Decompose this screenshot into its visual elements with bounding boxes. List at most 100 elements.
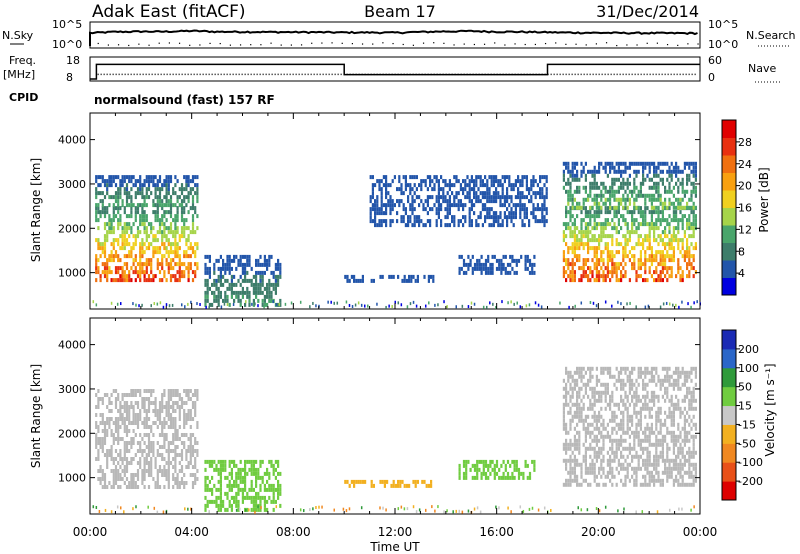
power-cell [620,226,623,231]
power-cell [609,258,612,263]
power-cell [147,195,151,200]
power-cell [490,215,493,220]
power-cell [521,175,524,180]
power-cell [134,258,137,263]
power-cell [498,258,501,263]
velocity-cell [653,466,656,471]
velocity-cell [143,473,146,477]
velocity-cell [147,425,151,429]
power-cell [174,183,177,188]
velocity-cell [573,470,576,475]
velocity-cell [576,382,579,387]
velocity-cell [161,397,164,401]
power-cell [480,270,483,275]
power-cell [468,223,471,228]
velocity-cell [646,438,649,443]
velocity-cell [95,425,98,429]
power-cell [470,175,473,180]
velocity-cell [112,473,115,477]
power-cell [517,203,520,208]
velocity-cell [622,482,625,487]
power-cell [204,302,207,307]
velocity-cell [97,437,100,441]
power-cell [467,262,470,267]
power-cell [132,270,135,275]
power-cell [248,262,251,267]
power-cell [108,258,111,263]
nsearch-point [351,43,353,45]
velocity-cell [578,394,581,399]
velocity-cell [183,401,186,405]
power-cell [125,183,129,188]
power-cell [490,175,493,180]
power-cell [263,262,266,267]
power-cell [99,214,102,219]
velocity-cell [252,499,255,504]
nsearch-point [534,43,536,46]
nsearch-tick-top: 10^5 [708,18,738,31]
velocity-cell [562,458,565,463]
power-cell [598,274,601,279]
velocity-cell [639,422,642,427]
power-cell [668,238,671,243]
power-cell [97,242,100,247]
power-cell [604,161,607,166]
velocity-cell [167,401,170,405]
power-cell [174,254,177,259]
power-cell [95,206,98,211]
power-cell [587,193,590,198]
velocity-cell [688,454,691,459]
power-cell [437,215,440,220]
power-cell [443,300,445,304]
power-cell [620,242,623,247]
velocity-cell [613,374,616,379]
power-cell [117,278,120,283]
velocity-cell [690,434,693,439]
power-cell [232,303,235,307]
power-cell [244,266,247,271]
power-cell [679,238,682,243]
power-cell [393,203,396,208]
nsearch-point [128,44,130,47]
power-cell [670,201,673,206]
velocity-cell [257,495,260,500]
velocity-cell [194,413,197,417]
power-cell [361,274,364,279]
power-cell [158,278,162,283]
power-cell [145,203,148,208]
velocity-cell [598,410,601,415]
power-cell [686,218,689,223]
velocity-cell [163,437,166,441]
velocity-cell [584,438,587,443]
power-cell [415,195,418,200]
power-cell [528,258,532,263]
velocity-cell [176,389,179,393]
power-cell [169,199,173,204]
power-cell [187,262,190,267]
velocity-cell [624,438,627,443]
power-cell [404,179,407,184]
power-cell [598,205,601,210]
power-cell [99,175,102,180]
velocity-cell [167,453,170,457]
power-cell [595,254,598,259]
power-cell [582,242,585,247]
power-cell [611,193,614,198]
velocity-cell [266,467,269,472]
power-cell [606,234,609,239]
power-cell [241,266,244,271]
power-cell [657,193,660,198]
power-cell [380,219,383,224]
velocity-cell [103,421,107,425]
velocity-cell [644,466,647,471]
velocity-cell [633,390,636,395]
power-cell [374,199,377,204]
power-cell [143,242,146,247]
velocity-cell [681,454,684,459]
power-cell [659,258,662,263]
velocity-cell [657,374,660,379]
power-cell [437,207,440,212]
power-cell [683,193,686,198]
velocity-cell [176,445,179,449]
